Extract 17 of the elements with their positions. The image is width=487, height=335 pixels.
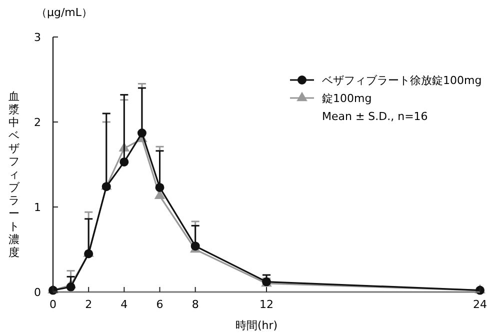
- y-tick-label: 2: [34, 116, 41, 129]
- x-tick-label: 6: [156, 298, 164, 311]
- x-axis-title: 時間(hr): [235, 319, 278, 332]
- text: （μg/mL）: [36, 6, 93, 19]
- x-tick-label: 8: [192, 298, 199, 311]
- x-tick-label: 24: [473, 298, 487, 311]
- annotation: Mean ± S.D., n=16: [322, 110, 428, 123]
- legend-label: 錠100mg: [322, 92, 372, 105]
- x-tick-label: 12: [260, 298, 274, 311]
- y-tick-label: 1: [34, 200, 41, 214]
- x-tick-label: 4: [120, 298, 128, 311]
- x-tick-label: 0: [50, 298, 56, 311]
- legend-label: ベザフィブラート徐放錠100mg: [322, 74, 482, 87]
- y-tick-label: 0: [34, 286, 41, 299]
- y-tick-label: 3: [34, 30, 41, 44]
- text: 血漿中ベザフィブラート濃度: [8, 90, 20, 259]
- x-tick-label: 2: [85, 298, 92, 311]
